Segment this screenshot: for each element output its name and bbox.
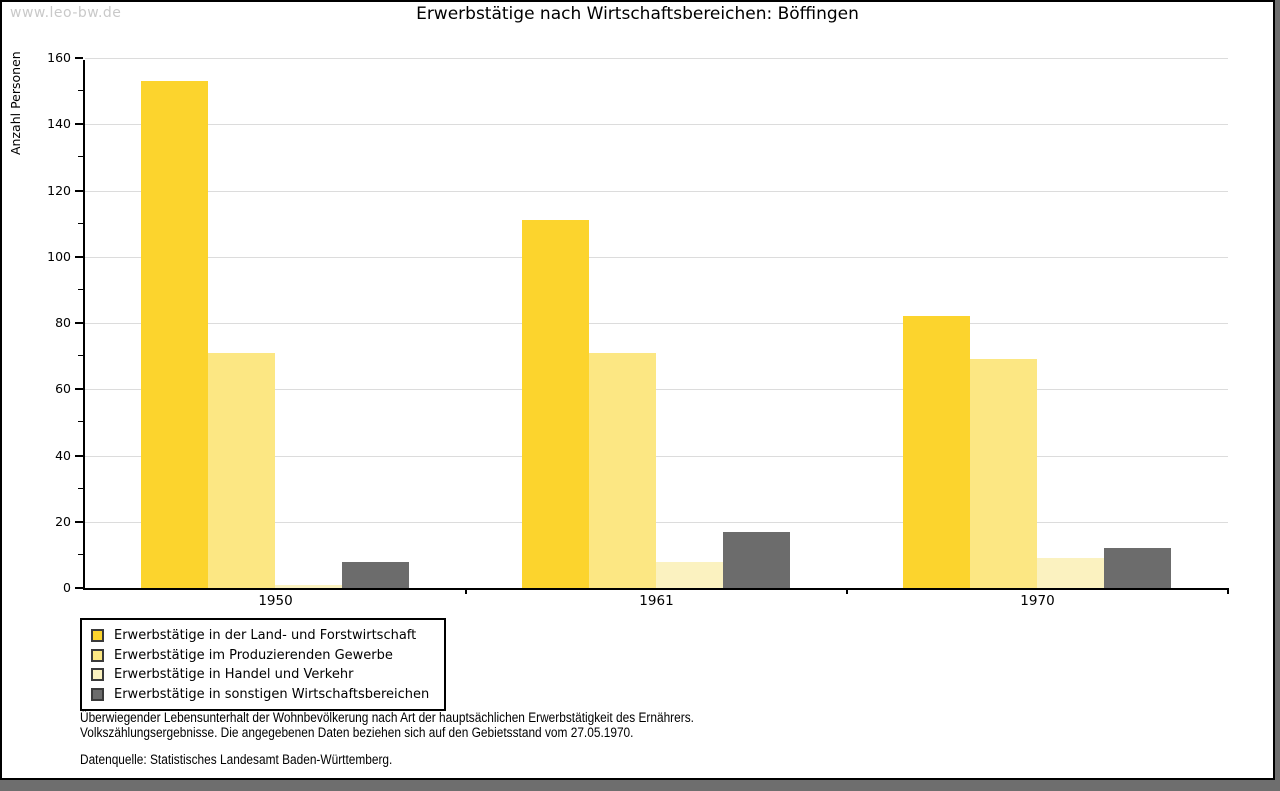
y-tick-major-140 bbox=[75, 123, 83, 126]
bar-1950-Erwerbstätige in der Land- und Forstwirtschaft bbox=[141, 81, 209, 588]
y-tick-label-140: 140 bbox=[47, 116, 71, 132]
legend-row-1: Erwerbstätige im Produzierenden Gewerbe bbox=[91, 646, 435, 666]
y-tick-label-100: 100 bbox=[47, 248, 71, 264]
y-tick-minor-50 bbox=[78, 421, 83, 423]
bar-1970-Erwerbstätige in sonstigen Wirtschaftsbereichen bbox=[1104, 548, 1172, 588]
y-tick-major-100 bbox=[75, 255, 83, 258]
y-tick-minor-90 bbox=[78, 288, 83, 290]
legend-label: Erwerbstätige in der Land- und Forstwirt… bbox=[114, 628, 417, 644]
plot-area: 0 20 40 60 80 100 120 140 160 1950 1961 1970 bbox=[47, 51, 1229, 609]
bar-1961-Erwerbstätige in Handel und Verkehr bbox=[656, 561, 724, 588]
gridline-y-20 bbox=[85, 521, 1228, 523]
y-tick-minor-10 bbox=[78, 553, 83, 555]
y-tick-label-0: 0 bbox=[63, 580, 71, 595]
footnote-line-1: Überwiegender Lebensunterhalt der Wohnbe… bbox=[80, 710, 694, 725]
bar-group-1950 bbox=[85, 60, 466, 588]
x-tick-label-1970: 1970 bbox=[1020, 593, 1055, 609]
legend-row-2: Erwerbstätige in Handel und Verkehr bbox=[91, 665, 435, 685]
y-tick-label-80: 80 bbox=[55, 315, 71, 330]
bar-1950-Erwerbstätige in sonstigen Wirtschaftsbereichen bbox=[342, 561, 410, 588]
y-tick-major-80 bbox=[75, 322, 83, 324]
chart-title: Erwerbstätige nach Wirtschaftsbereichen:… bbox=[416, 4, 859, 24]
y-tick-label-40: 40 bbox=[55, 447, 71, 463]
bar-1961-Erwerbstätige in der Land- und Forstwirtschaft bbox=[522, 220, 590, 588]
y-tick-label-160: 160 bbox=[47, 50, 71, 65]
y-tick-major-160 bbox=[75, 57, 83, 59]
bar-group-1970 bbox=[847, 60, 1228, 588]
x-tick-label-1961: 1961 bbox=[639, 593, 674, 609]
bar-1961-Erwerbstätige im Produzierenden Gewerbe bbox=[589, 352, 657, 588]
legend-label: Erwerbstätige im Produzierenden Gewerbe bbox=[114, 647, 393, 663]
legend-row-0: Erwerbstätige in der Land- und Forstwirt… bbox=[91, 626, 435, 646]
gridline-y-80 bbox=[85, 323, 1228, 324]
legend-swatch-icon bbox=[91, 687, 104, 701]
y-tick-major-40 bbox=[75, 454, 83, 457]
gridline-y-160 bbox=[85, 58, 1228, 59]
legend-swatch-icon bbox=[91, 648, 104, 662]
bar-1970-Erwerbstätige im Produzierenden Gewerbe bbox=[970, 359, 1038, 588]
footnote-line-2: Volkszählungsergebnisse. Die angegebenen… bbox=[80, 724, 634, 740]
y-axis-title: Anzahl Personen bbox=[8, 51, 23, 155]
y-tick-minor-130 bbox=[78, 156, 83, 158]
y-tick-label-120: 120 bbox=[47, 182, 71, 198]
y-tick-minor-30 bbox=[78, 487, 83, 489]
x-tick-boundary-2 bbox=[845, 588, 848, 594]
y-tick-minor-70 bbox=[78, 355, 83, 357]
legend: Erwerbstätige in der Land- und Forstwirt… bbox=[80, 618, 446, 711]
gridline-y-120 bbox=[85, 190, 1228, 192]
bar-group-1961 bbox=[466, 60, 847, 588]
legend-swatch-icon bbox=[91, 629, 104, 643]
y-tick-label-20: 20 bbox=[55, 513, 71, 529]
gridline-y-100 bbox=[85, 256, 1228, 258]
legend-row-3: Erwerbstätige in sonstigen Wirtschaftsbe… bbox=[91, 685, 435, 705]
gridline-y-60 bbox=[85, 389, 1228, 391]
x-tick-label-1950: 1950 bbox=[258, 593, 293, 609]
y-tick-major-20 bbox=[75, 520, 83, 523]
bar-1970-Erwerbstätige in der Land- und Forstwirtschaft bbox=[903, 316, 971, 588]
y-tick-major-120 bbox=[75, 189, 83, 192]
bar-1961-Erwerbstätige in sonstigen Wirtschaftsbereichen bbox=[723, 531, 791, 588]
bar-1950-Erwerbstätige im Produzierenden Gewerbe bbox=[208, 352, 276, 588]
bar-1970-Erwerbstätige in Handel und Verkehr bbox=[1037, 558, 1105, 588]
gridline-y-140 bbox=[85, 124, 1228, 126]
y-tick-major-60 bbox=[75, 388, 83, 391]
footnote: Überwiegender Lebensunterhalt der Wohnbe… bbox=[80, 710, 694, 740]
x-tick-boundary-1 bbox=[464, 588, 467, 594]
bar-1950-Erwerbstätige in Handel und Verkehr bbox=[275, 584, 343, 588]
watermark: www.leo-bw.de bbox=[10, 5, 122, 21]
legend-swatch-icon bbox=[91, 668, 104, 682]
legend-label: Erwerbstätige in Handel und Verkehr bbox=[114, 667, 354, 683]
y-tick-minor-110 bbox=[78, 222, 83, 224]
y-tick-minor-150 bbox=[78, 90, 83, 92]
y-tick-label-60: 60 bbox=[55, 381, 71, 397]
x-tick-boundary-3 bbox=[1226, 588, 1229, 594]
gridline-y-40 bbox=[85, 455, 1228, 457]
source-note: Datenquelle: Statistisches Landesamt Bad… bbox=[80, 752, 393, 767]
legend-label: Erwerbstätige in sonstigen Wirtschaftsbe… bbox=[114, 686, 430, 702]
y-tick-major-0 bbox=[75, 587, 83, 589]
